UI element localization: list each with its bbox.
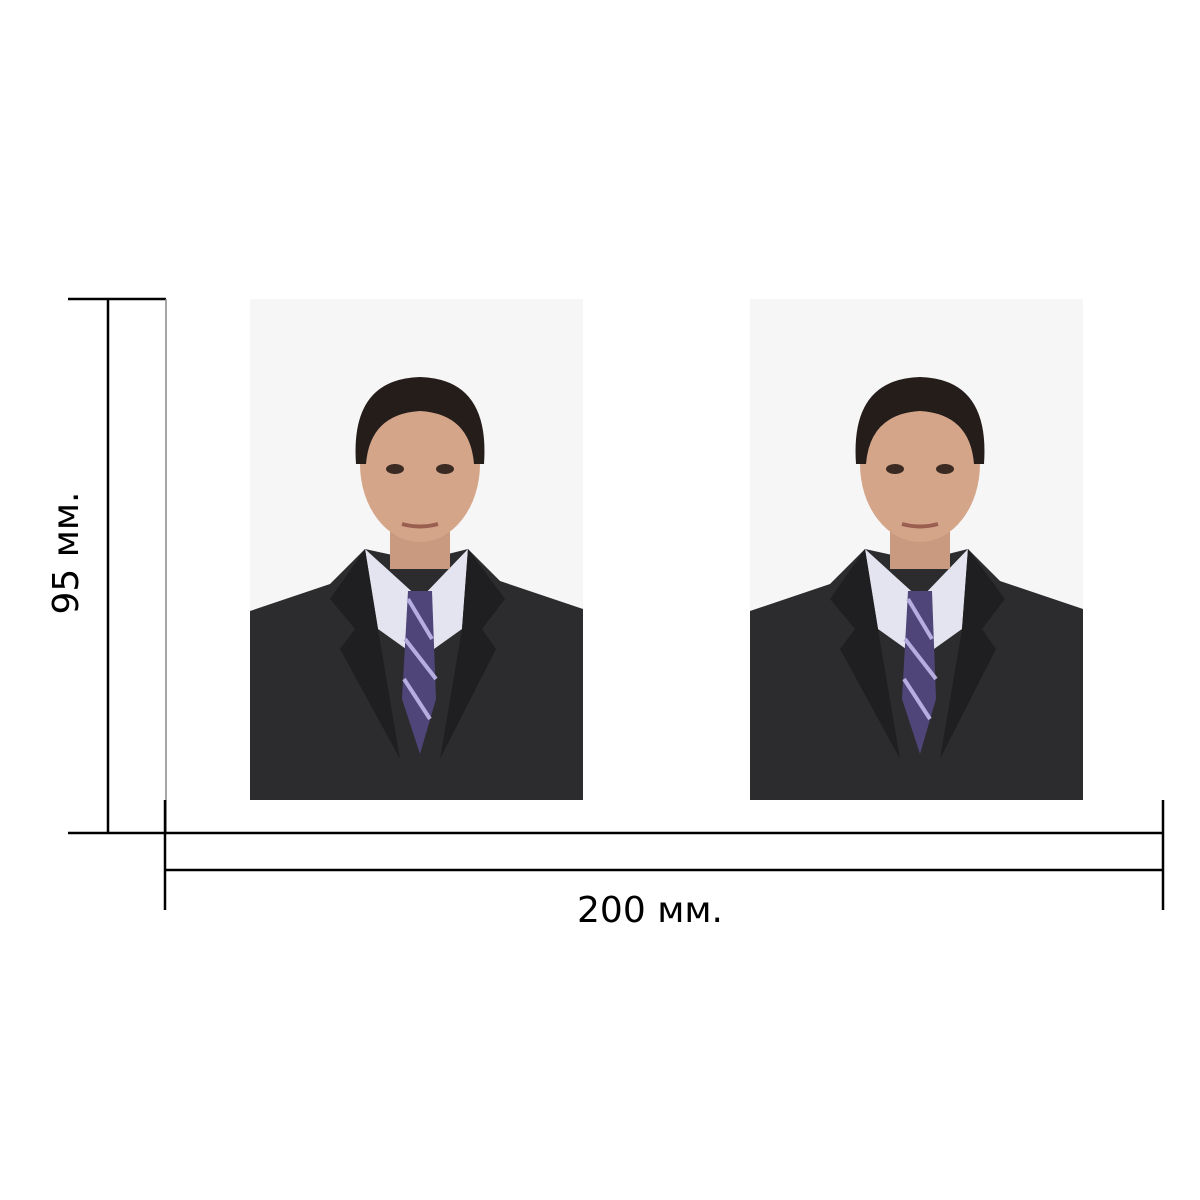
photo	[248, 297, 585, 802]
width-dimension: 200 мм.	[163, 800, 1165, 931]
photo	[748, 297, 1085, 802]
height-dimension: 95 мм.	[46, 297, 167, 835]
width-label: 200 мм.	[577, 890, 723, 931]
height-label: 95 мм.	[46, 491, 87, 614]
